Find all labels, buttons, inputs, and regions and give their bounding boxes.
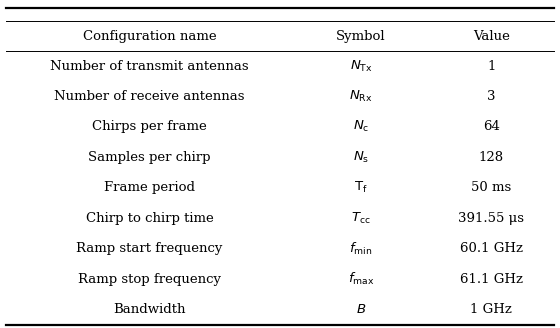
- Text: $N_{\mathrm{c}}$: $N_{\mathrm{c}}$: [353, 119, 369, 134]
- Text: Value: Value: [473, 30, 510, 43]
- Text: 1: 1: [487, 60, 496, 72]
- Text: Number of transmit antennas: Number of transmit antennas: [50, 60, 249, 72]
- Text: Ramp start frequency: Ramp start frequency: [77, 242, 223, 255]
- Text: Samples per chirp: Samples per chirp: [88, 151, 211, 164]
- Text: Bandwidth: Bandwidth: [114, 303, 186, 316]
- Text: 50 ms: 50 ms: [471, 181, 511, 194]
- Text: $\mathrm{T}_{\mathrm{f}}$: $\mathrm{T}_{\mathrm{f}}$: [354, 180, 368, 195]
- Text: Chirp to chirp time: Chirp to chirp time: [86, 212, 213, 225]
- Text: Configuration name: Configuration name: [83, 30, 217, 43]
- Text: 1 GHz: 1 GHz: [470, 303, 512, 316]
- Text: $N_{\mathrm{Rx}}$: $N_{\mathrm{Rx}}$: [349, 89, 373, 104]
- Text: 64: 64: [483, 120, 500, 133]
- Text: $B$: $B$: [356, 303, 366, 316]
- Text: $N_{\mathrm{s}}$: $N_{\mathrm{s}}$: [353, 150, 369, 165]
- Text: Chirps per frame: Chirps per frame: [92, 120, 207, 133]
- Text: Frame period: Frame period: [104, 181, 195, 194]
- Text: Number of receive antennas: Number of receive antennas: [54, 90, 245, 103]
- Text: $N_{\mathrm{Tx}}$: $N_{\mathrm{Tx}}$: [349, 58, 372, 73]
- Text: 128: 128: [479, 151, 504, 164]
- Text: 3: 3: [487, 90, 496, 103]
- Text: 60.1 GHz: 60.1 GHz: [460, 242, 523, 255]
- Text: $T_{\mathrm{cc}}$: $T_{\mathrm{cc}}$: [351, 211, 371, 226]
- Text: $f_{\mathrm{max}}$: $f_{\mathrm{max}}$: [348, 271, 374, 287]
- Text: Ramp stop frequency: Ramp stop frequency: [78, 273, 221, 286]
- Text: 391.55 μs: 391.55 μs: [458, 212, 524, 225]
- Text: $f_{\mathrm{min}}$: $f_{\mathrm{min}}$: [349, 241, 372, 257]
- Text: Symbol: Symbol: [336, 30, 386, 43]
- Text: 61.1 GHz: 61.1 GHz: [460, 273, 523, 286]
